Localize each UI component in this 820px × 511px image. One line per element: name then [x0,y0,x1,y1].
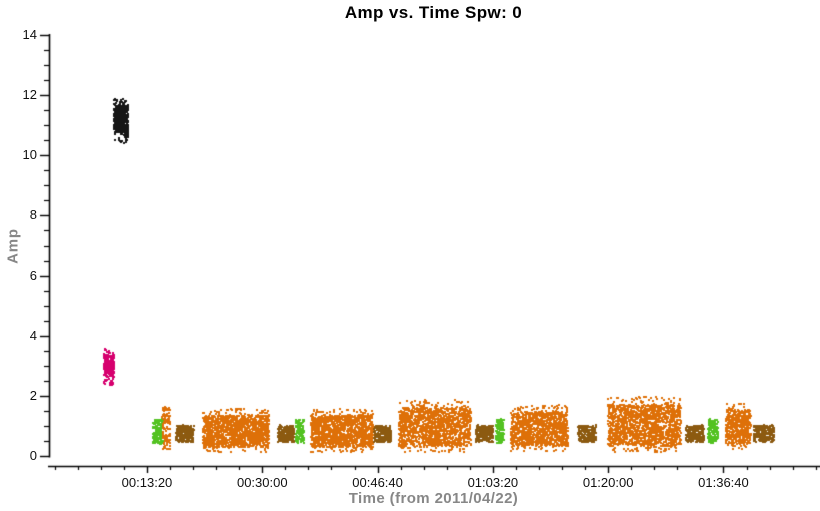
y-tick-label: 2 [29,387,37,403]
x-axis-label: Time (from 2011/04/22) [348,490,519,507]
y-axis-label: Amp [4,228,22,264]
x-tick-label: 00:30:00 [236,475,288,490]
y-tick-label: 4 [29,327,37,343]
x-tick-label: 01:03:20 [467,475,519,490]
y-tick-label: 6 [29,267,37,283]
x-tick-label: 00:46:40 [352,475,403,490]
y-tick-label: 10 [22,147,37,163]
x-tick-label: 01:36:40 [698,475,749,490]
plot-title: Amp vs. Time Spw: 0 [344,3,523,22]
y-tick-label: 0 [29,448,37,463]
y-tick-label: 12 [22,87,37,103]
y-tick-label: 8 [29,207,37,223]
x-tick-label: 01:20:00 [582,475,634,490]
x-tick-label: 00:13:20 [121,475,173,490]
y-tick-label: 14 [22,27,37,42]
